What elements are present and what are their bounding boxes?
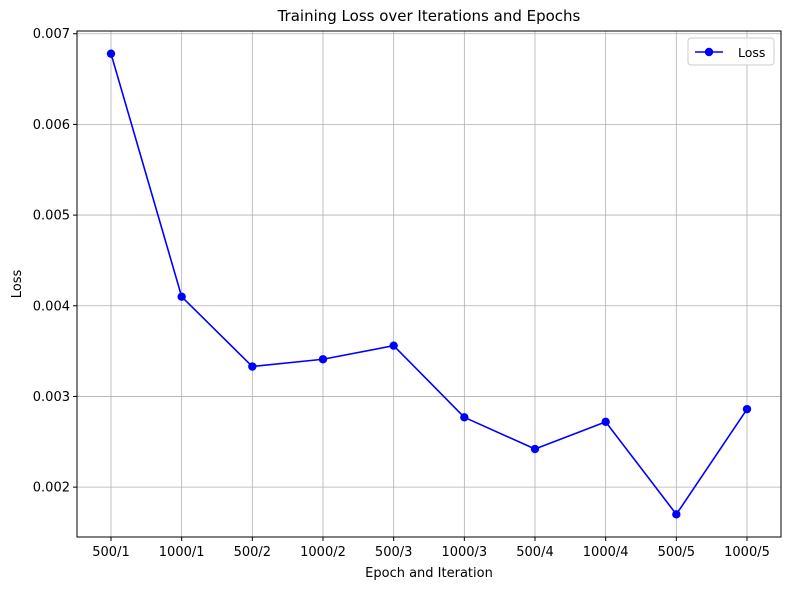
legend-label-loss: Loss <box>738 45 765 60</box>
data-point <box>177 292 186 301</box>
x-axis-label: Epoch and Iteration <box>365 566 493 581</box>
y-tick-label: 0.004 <box>33 299 70 314</box>
chart-title: Training Loss over Iterations and Epochs <box>277 7 581 25</box>
x-tick-label: 500/1 <box>92 545 129 560</box>
data-point <box>672 510 681 519</box>
y-tick-label: 0.003 <box>33 390 70 405</box>
data-point <box>248 362 257 371</box>
data-point <box>530 444 540 454</box>
x-tick-label: 1000/3 <box>441 545 487 560</box>
y-tick-label: 0.005 <box>33 209 70 224</box>
data-point <box>742 404 752 414</box>
x-tick-label: 500/3 <box>375 545 412 560</box>
grid-lines <box>77 31 781 537</box>
x-tick-label: 500/2 <box>234 545 271 560</box>
y-tick-label: 0.002 <box>33 481 70 496</box>
x-tick-label: 1000/2 <box>300 545 346 560</box>
y-tick-label: 0.006 <box>33 118 70 133</box>
x-tick-label: 500/5 <box>658 545 695 560</box>
legend-box <box>687 37 775 66</box>
series-line-loss <box>110 53 748 516</box>
series-loss <box>106 49 752 519</box>
legend-marker-icon <box>704 47 714 57</box>
data-point <box>106 49 116 58</box>
x-tick-label: 1000/4 <box>583 545 629 560</box>
data-point <box>601 417 610 427</box>
x-tick-label: 500/4 <box>516 545 553 560</box>
data-point <box>318 355 328 364</box>
data-point <box>389 341 398 350</box>
y-tick-label: 0.007 <box>33 27 70 42</box>
x-tick-label: 1000/5 <box>724 545 770 560</box>
data-point <box>460 413 469 422</box>
plot-frame <box>76 30 782 538</box>
y-axis-ticks: 0.002 0.003 0.004 0.005 0.006 0.007 <box>33 27 77 496</box>
x-axis-ticks: 500/1 1000/1 500/2 1000/2 500/3 1000/3 500/4 10… <box>92 537 770 560</box>
y-axis-label: Loss <box>10 270 25 299</box>
legend: Loss <box>687 37 775 66</box>
x-tick-label: 1000/1 <box>159 545 205 560</box>
